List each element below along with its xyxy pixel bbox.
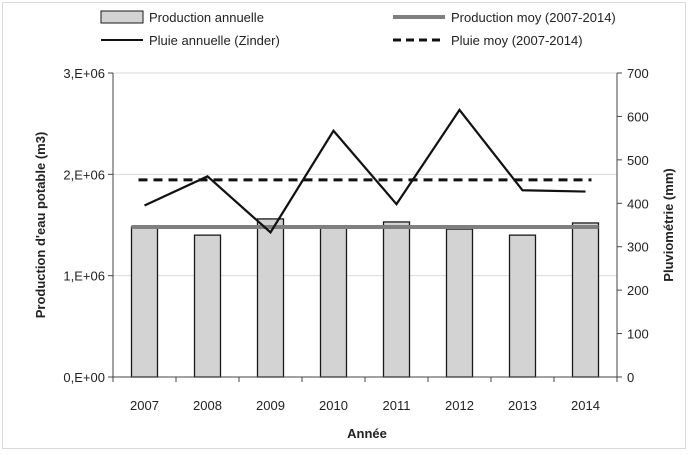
bar-2014 [571,222,600,378]
bar-2011 [382,221,411,378]
bar-2012 [445,228,474,378]
x-tick-label-2007: 2007 [130,398,159,413]
bar-2008 [193,234,222,378]
chart-svg: 0,E+00 1,E+06 2,E+06 3,E+06 0 100 200 300 400 500… [33,10,676,441]
bar-2010 [319,226,348,378]
legend-label-pluie-moy: Pluie moy (2007-2014) [451,33,583,48]
legend-swatch-production-bar [100,10,144,24]
y-right-axis-title: Pluviométrie (mm) [661,168,676,281]
bar-2013 [508,234,537,378]
y-right-tick-label-2: 200 [627,283,649,298]
x-tick-label-2010: 2010 [319,398,348,413]
bar-2009 [256,218,285,378]
legend-label-pluie-annuelle: Pluie annuelle (Zinder) [149,33,280,48]
rain-annual-line [144,108,586,235]
chart-frame: 0,E+00 1,E+06 2,E+06 3,E+06 0 100 200 300 400 500… [2,2,686,449]
y-right-tick-label-0: 0 [627,370,634,385]
legend-label-production-moy: Production moy (2007-2014) [451,10,616,25]
legend: Production annuelle Production moy (2007… [100,10,616,48]
y-left-tick-label-0: 0,E+00 [63,370,105,385]
x-tick-label-2013: 2013 [508,398,537,413]
x-axis-title: Année [347,426,387,441]
legend-label-production-annuelle: Production annuelle [149,10,264,25]
y-left-tick-label-2: 2,E+06 [63,167,105,182]
tick-labels: 0,E+00 1,E+06 2,E+06 3,E+06 0 100 200 300 400 500… [63,66,648,413]
y-right-tick-label-7: 700 [627,66,649,81]
y-right-tick-label-6: 600 [627,109,649,124]
series-lines [131,108,599,235]
y-left-tick-label-1: 1,E+06 [63,269,105,284]
bar-2007 [130,226,159,378]
x-tick-label-2012: 2012 [445,398,474,413]
production-bars [130,218,600,378]
y-right-tick-label-3: 300 [627,240,649,255]
y-right-tick-label-1: 100 [627,327,649,342]
x-tick-label-2008: 2008 [193,398,222,413]
axes [108,72,622,382]
y-left-tick-label-3: 3,E+06 [63,66,105,81]
y-right-tick-label-5: 500 [627,153,649,168]
x-tick-label-2009: 2009 [256,398,285,413]
x-tick-label-2014: 2014 [571,398,600,413]
gridlines [113,72,617,277]
y-right-tick-label-4: 400 [627,196,649,211]
y-left-axis-title: Production d'eau potable (m3) [33,132,48,319]
x-tick-label-2011: 2011 [383,398,411,413]
